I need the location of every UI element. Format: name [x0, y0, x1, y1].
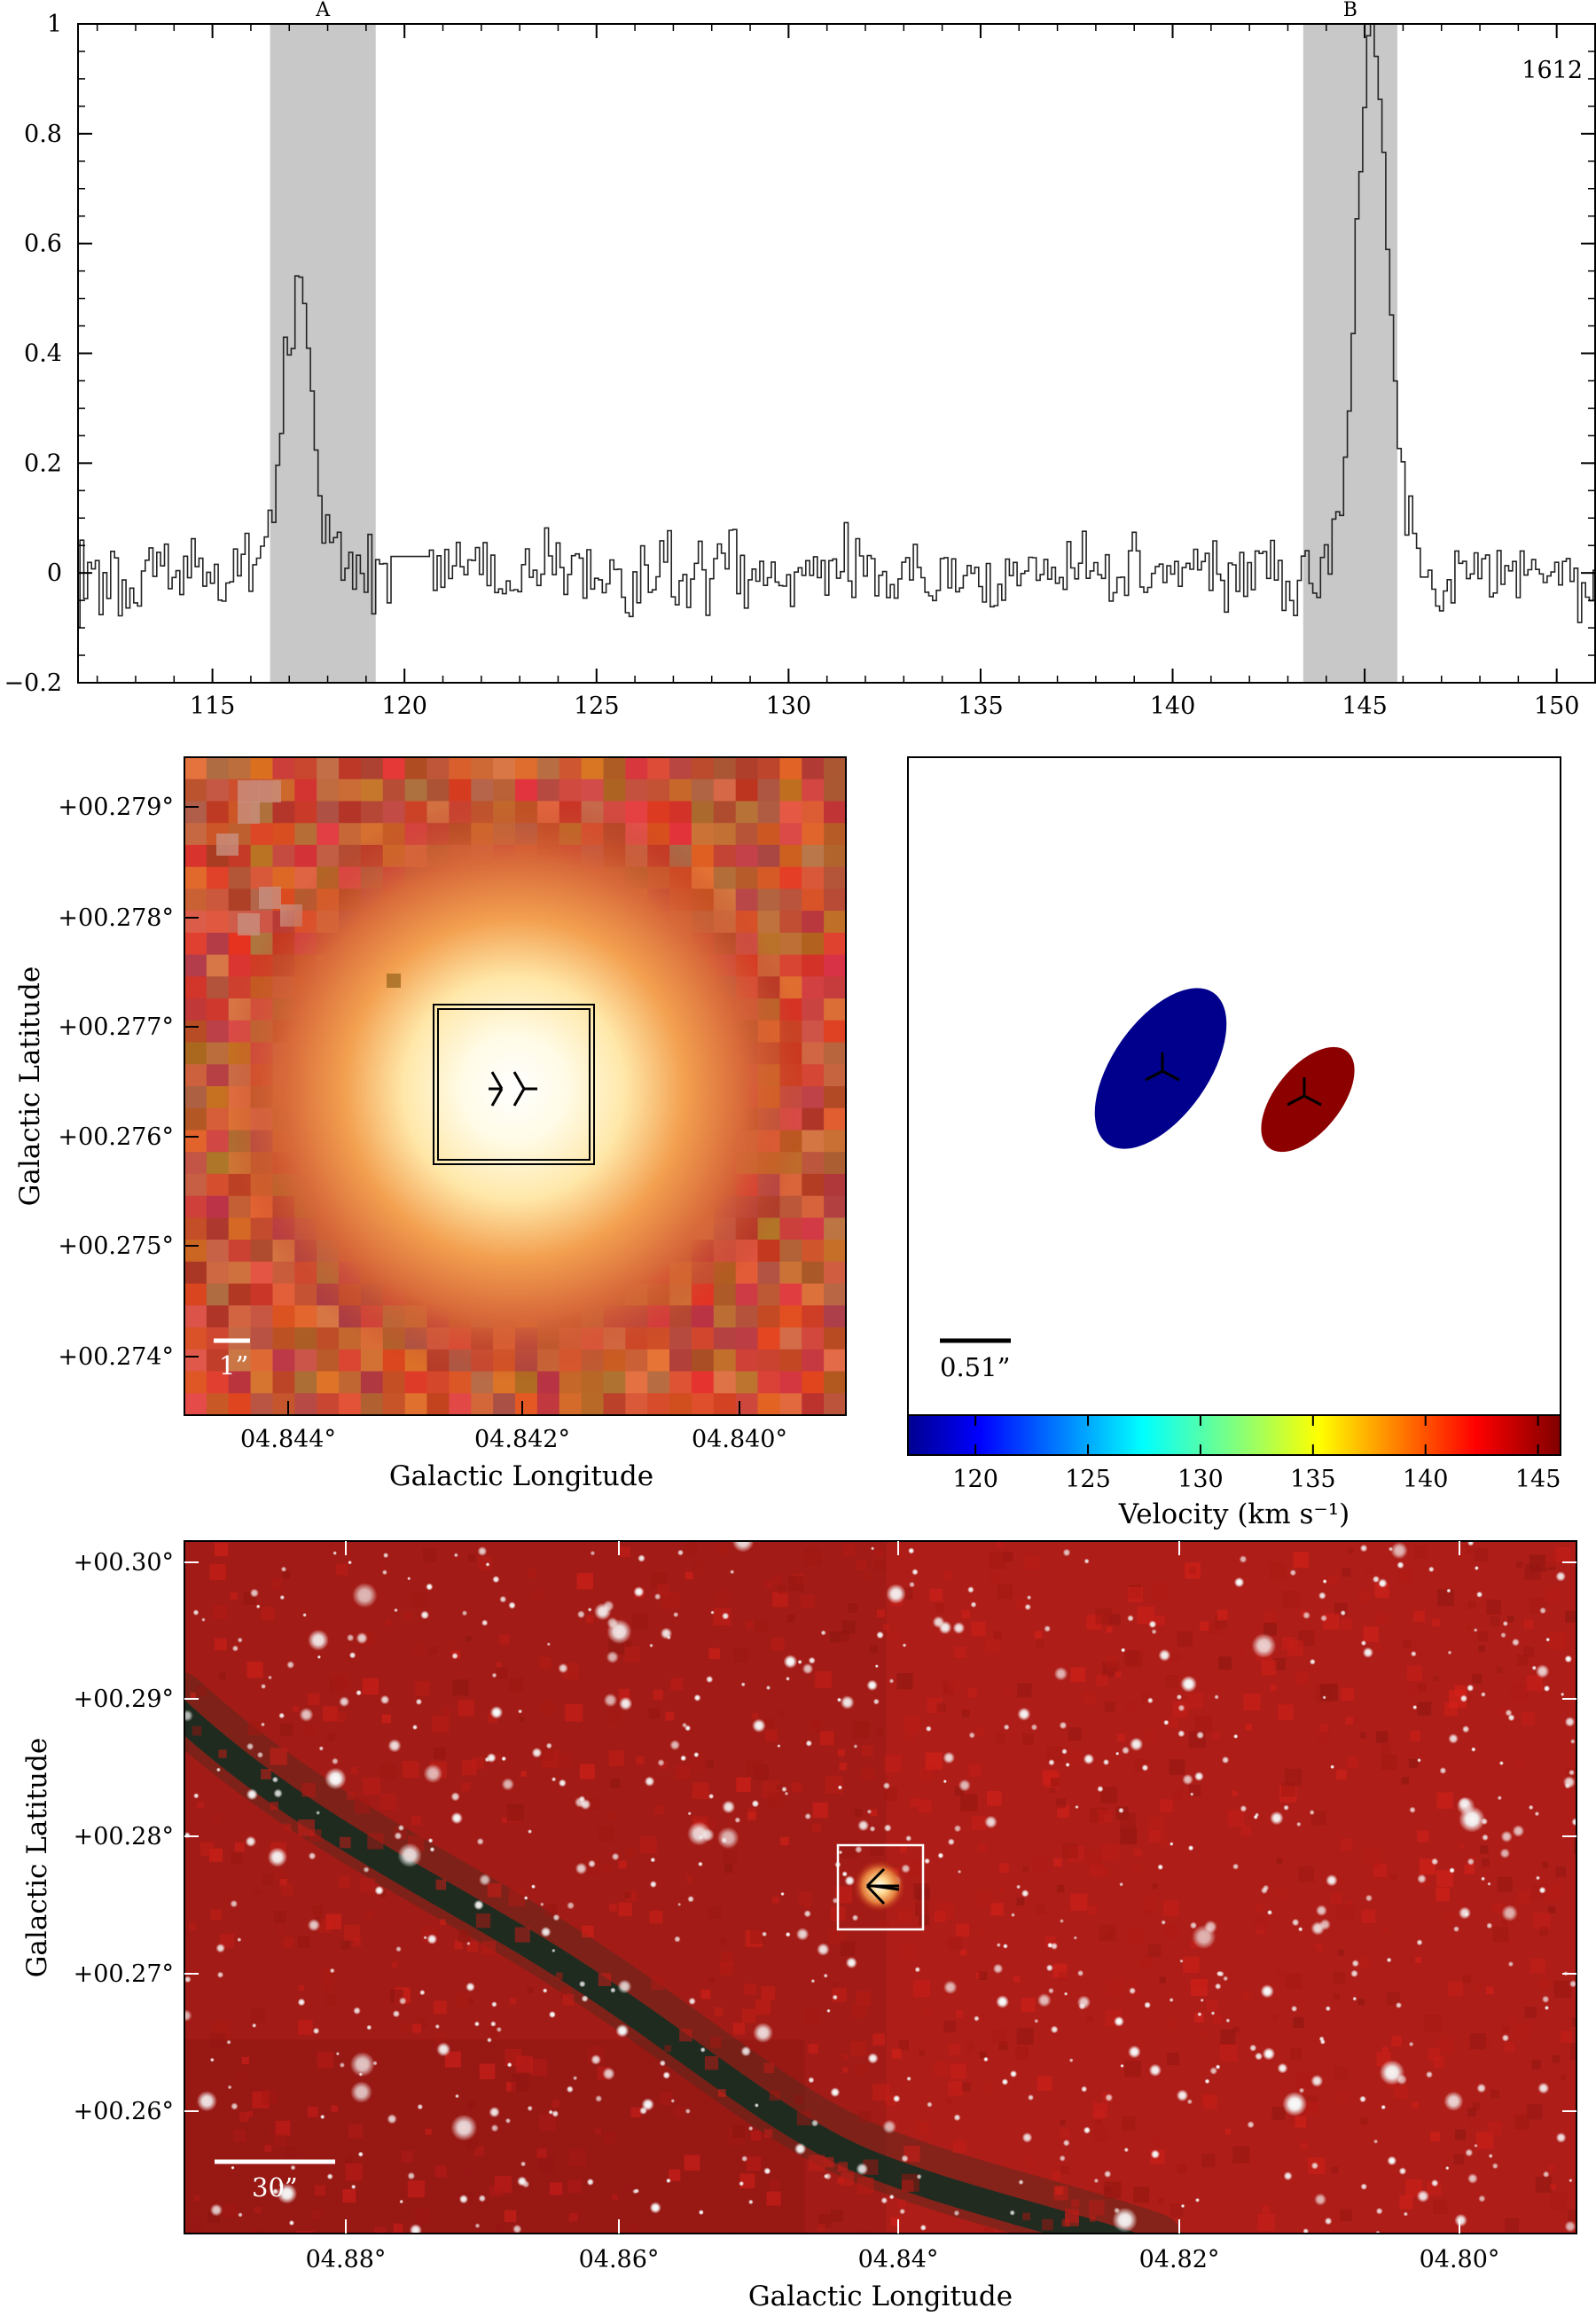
spots-frame: [907, 756, 1561, 1416]
zoom-y-tick-label: +00.275°: [58, 1232, 174, 1260]
band-label-a: A: [315, 0, 331, 21]
wide-field-image: [184, 1541, 1576, 2234]
colorbar-tick-label: 125: [1065, 1466, 1111, 1493]
maser-marker-icon: [865, 1867, 900, 1905]
wide-y-tick-label: +00.28°: [74, 1823, 174, 1850]
velocity-colorbar: [907, 1414, 1561, 1456]
x-tick-label: 125: [574, 692, 620, 720]
zoom-ylabel: Galactic Latitude: [14, 966, 46, 1207]
zoom-y-tick-label: +00.277°: [58, 1013, 174, 1041]
wide-x-tick-label: 04.82°: [1139, 2246, 1220, 2273]
colorbar-tick-label: 135: [1290, 1466, 1336, 1493]
wide-x-tick-label: 04.84°: [858, 2246, 939, 2273]
y-tick-label: 0.6: [24, 231, 62, 258]
zoom-scale-label: 1”: [219, 1350, 248, 1381]
spectrum-ticks: [78, 23, 1596, 684]
wide-tick-labels: 04.88° 04.86° 04.84° 04.82° 04.80° +00.30° +00…: [74, 1549, 1500, 2273]
spectrum-annotation: 1612: [1522, 57, 1583, 84]
zoom-y-tick-label: +00.274°: [58, 1343, 174, 1371]
wide-y-tick-label: +00.26°: [74, 2098, 174, 2125]
band-a: [270, 24, 376, 683]
wide-scale-label: 30”: [252, 2172, 298, 2203]
maser-spots-panel: 0.51” 120 125 130 135 140 145 Velocity (km s⁻…: [907, 756, 1561, 1530]
zoom-ticks: [184, 806, 740, 1415]
zoom-frame: [184, 756, 847, 1416]
colorbar-ticks: [974, 1415, 1539, 1455]
spots-scale-label: 0.51”: [940, 1352, 1010, 1382]
x-tick-label: 135: [958, 692, 1004, 720]
zoom-x-tick-label: 04.842°: [474, 1426, 570, 1453]
y-tick-label: 0.8: [24, 121, 62, 148]
x-tick-label: 140: [1150, 692, 1196, 720]
wide-y-tick-label: +00.29°: [74, 1686, 174, 1713]
x-tick-label: 120: [381, 692, 427, 720]
x-tick-label: 130: [766, 692, 812, 720]
spectrum-line: [78, 24, 1595, 629]
wide-ticks: [184, 1541, 1576, 2234]
zoom-image-panel: 04.844° 04.842° 04.840° +00.279° +00.278° +00…: [14, 756, 847, 1492]
zoom-y-tick-label: +00.276°: [58, 1123, 174, 1151]
spectrum-tick-labels: 115 120 125 130 135 140 145 150 −0.2 0 0.2 0.4 0.6 0.…: [4, 11, 1579, 720]
y-tick-label: −0.2: [4, 669, 62, 697]
zoom-y-tick-label: +00.279°: [58, 794, 174, 821]
wide-x-tick-label: 04.80°: [1420, 2246, 1500, 2273]
colorbar-tick-labels: 120 125 130 135 140 145: [952, 1466, 1561, 1493]
colorbar-tick-label: 145: [1515, 1466, 1561, 1493]
wide-x-tick-label: 04.88°: [306, 2246, 387, 2273]
y-tick-label: 0.2: [24, 450, 62, 477]
wide-y-tick-label: +00.30°: [74, 1549, 174, 1577]
x-tick-label: 145: [1342, 692, 1388, 720]
maser-spot-blue: [1094, 988, 1227, 1149]
maser-marker-icon: [489, 1071, 537, 1107]
zoom-xlabel: Galactic Longitude: [389, 1460, 653, 1492]
zoom-y-tick-label: +00.278°: [58, 904, 174, 932]
band-label-b: B: [1343, 0, 1357, 21]
maser-spot-red: [1261, 1046, 1355, 1153]
band-b: [1303, 24, 1397, 683]
wide-x-tick-label: 04.86°: [579, 2246, 660, 2273]
wide-ylabel: Galactic Latitude: [21, 1738, 53, 1978]
x-tick-label: 150: [1534, 692, 1580, 720]
zoom-box-inner: [437, 1008, 591, 1161]
y-tick-label: 1: [47, 11, 62, 38]
wide-field-panel: 04.88° 04.86° 04.84° 04.82° 04.80° +00.30° +00…: [21, 1540, 1577, 2312]
zoom-image: [184, 757, 846, 1415]
colorbar-tick-label: 140: [1403, 1466, 1449, 1493]
zoom-x-tick-label: 04.840°: [692, 1426, 787, 1453]
wide-zoom-box: [836, 1843, 925, 1931]
colorbar-label: Velocity (km s⁻¹): [1118, 1498, 1350, 1530]
colorbar-tick-label: 120: [952, 1466, 998, 1493]
y-tick-label: 0: [47, 559, 62, 587]
maser-marker-icon: [1145, 1052, 1322, 1107]
zoom-x-tick-label: 04.844°: [240, 1426, 336, 1453]
zoom-box-outer: [433, 1004, 595, 1165]
colorbar-tick-label: 130: [1177, 1466, 1224, 1493]
wide-frame: [184, 1540, 1577, 2234]
y-tick-label: 0.4: [24, 340, 62, 368]
zoom-tick-labels: 04.844° 04.842° 04.840° +00.279° +00.278° +00…: [58, 794, 787, 1453]
wide-xlabel: Galactic Longitude: [748, 2281, 1013, 2312]
x-tick-label: 115: [190, 692, 236, 720]
wide-y-tick-label: +00.27°: [74, 1960, 174, 1988]
